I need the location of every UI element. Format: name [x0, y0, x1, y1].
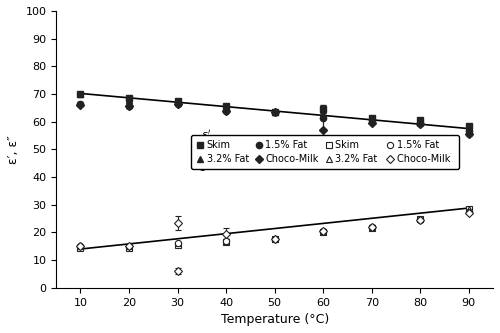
Text: $\varepsilon^{\prime\prime}$: $\varepsilon^{\prime\prime}$ — [198, 161, 211, 174]
X-axis label: Temperature (°C): Temperature (°C) — [220, 313, 329, 326]
Y-axis label: ε′, ε″: ε′, ε″ — [7, 135, 20, 164]
Text: $\varepsilon'$: $\varepsilon'$ — [201, 128, 211, 141]
Legend: Skim, 3.2% Fat, 1.5% Fat, Choco-Milk, Skim , 3.2% Fat , 1.5% Fat , Choco-Milk : Skim, 3.2% Fat, 1.5% Fat, Choco-Milk, Sk… — [191, 135, 458, 169]
